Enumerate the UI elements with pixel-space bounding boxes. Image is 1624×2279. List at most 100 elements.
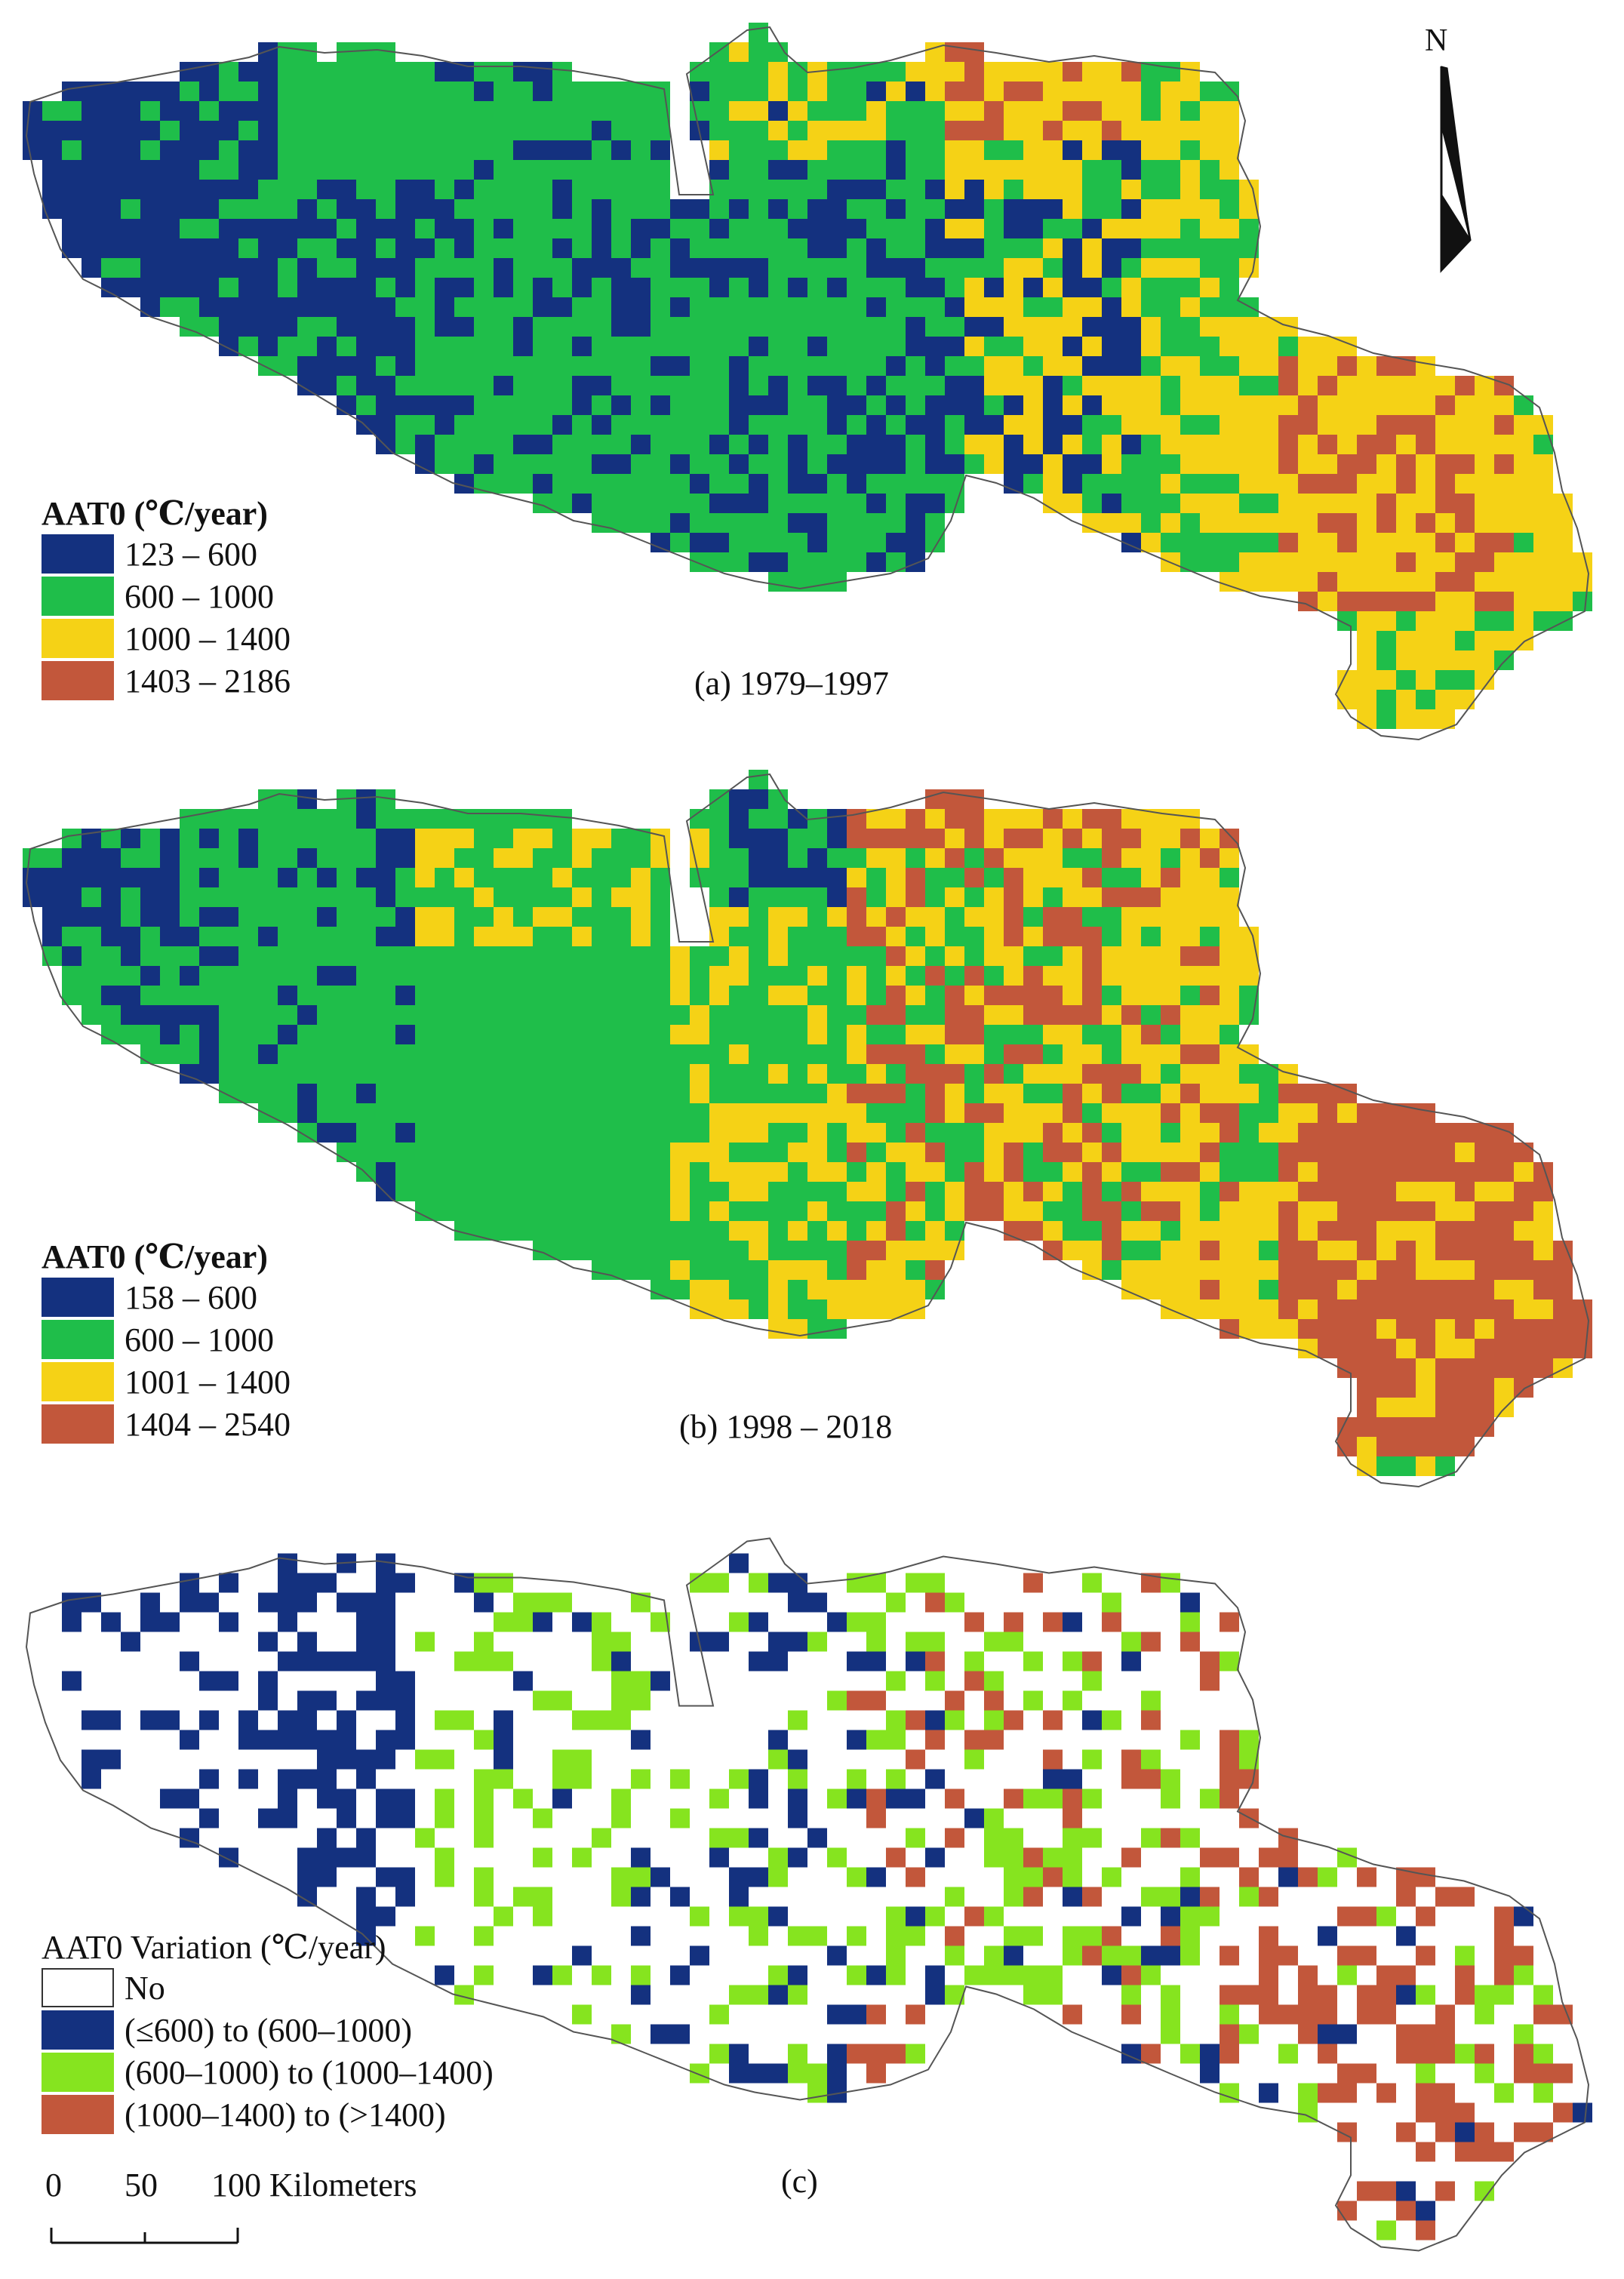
grid-cell [1337, 474, 1357, 494]
grid-cell [690, 376, 709, 395]
grid-cell [925, 986, 945, 1005]
grid-cell [1298, 376, 1318, 395]
grid-cell [1004, 966, 1023, 986]
grid-cell [984, 1123, 1004, 1143]
grid-cell [1004, 160, 1023, 180]
grid-cell [317, 1084, 337, 1103]
grid-cell [552, 1025, 572, 1044]
grid-cell [1141, 140, 1161, 160]
grid-cell [984, 1965, 1004, 1985]
grid-cell [788, 474, 807, 494]
grid-cell [1004, 986, 1023, 1005]
grid-cell [1376, 1280, 1396, 1299]
grid-cell [631, 1143, 651, 1162]
grid-cell [1435, 415, 1455, 435]
grid-cell [219, 887, 238, 907]
grid-cell [1220, 1201, 1239, 1221]
grid-cell [1180, 1084, 1200, 1103]
grid-cell [1141, 907, 1161, 927]
grid-cell [1220, 1847, 1239, 1868]
grid-cell [866, 1651, 886, 1672]
grid-cell [1259, 1945, 1278, 1966]
grid-cell [729, 1025, 749, 1044]
grid-cell [768, 1319, 788, 1339]
grid-cell [749, 140, 768, 160]
grid-cell [1102, 986, 1121, 1005]
grid-cell [238, 1730, 258, 1750]
grid-cell [297, 278, 317, 297]
grid-cell [1475, 1260, 1494, 1280]
grid-cell [886, 1710, 906, 1730]
grid-cell [768, 2063, 788, 2084]
grid-cell [435, 278, 454, 297]
grid-cell [1102, 1103, 1121, 1123]
grid-cell [317, 1749, 337, 1770]
grid-cell [729, 121, 749, 140]
grid-cell [1004, 1103, 1023, 1123]
grid-cell [219, 1847, 238, 1868]
grid-cell [1200, 1201, 1220, 1221]
grid-cell [729, 1612, 749, 1632]
grid-cell [101, 238, 121, 258]
grid-cell [925, 435, 945, 454]
grid-cell [533, 1162, 552, 1182]
grid-cell [317, 809, 337, 829]
grid-cell [1396, 1319, 1416, 1339]
grid-cell [1102, 494, 1121, 513]
grid-cell [435, 848, 454, 868]
grid-cell [1494, 552, 1514, 572]
grid-cell [1180, 258, 1200, 278]
grid-cell [1475, 631, 1494, 650]
grid-cell [238, 848, 258, 868]
grid-cell [1220, 1005, 1239, 1025]
grid-cell [395, 1671, 415, 1691]
grid-cell [611, 219, 631, 238]
grid-cell [1121, 82, 1141, 101]
grid-cell [1023, 121, 1043, 140]
grid-cell [1200, 199, 1220, 219]
grid-cell [572, 180, 592, 199]
grid-cell [807, 317, 827, 337]
grid-cell [651, 946, 670, 966]
grid-cell [631, 474, 651, 494]
grid-cell [906, 927, 925, 946]
grid-cell [886, 1926, 906, 1946]
grid-cell [945, 258, 964, 278]
grid-cell [356, 278, 376, 297]
grid-cell [1416, 2220, 1435, 2241]
grid-cell [572, 848, 592, 868]
grid-cell [376, 317, 395, 337]
grid-cell [356, 297, 376, 317]
grid-cell [945, 848, 964, 868]
grid-cell [317, 356, 337, 376]
grid-cell [964, 62, 984, 82]
grid-cell [1200, 101, 1220, 121]
grid-cell [1043, 356, 1063, 376]
grid-cell [1200, 513, 1220, 533]
grid-cell [788, 1280, 807, 1299]
grid-cell [1023, 829, 1043, 848]
grid-cell [435, 1064, 454, 1084]
grid-cell [749, 770, 768, 789]
grid-cell [631, 1084, 651, 1103]
grid-cell [121, 101, 140, 121]
grid-cell [788, 238, 807, 258]
grid-cell [1161, 1887, 1180, 1907]
grid-cell [886, 258, 906, 278]
grid-cell [749, 809, 768, 829]
grid-cell [1141, 1143, 1161, 1162]
grid-cell [1376, 670, 1396, 690]
grid-cell [925, 1044, 945, 1064]
grid-cell [1318, 2024, 1337, 2044]
grid-cell [1161, 395, 1180, 415]
grid-cell [788, 1965, 807, 1985]
grid-cell [572, 297, 592, 317]
grid-cell [1318, 1182, 1337, 1201]
grid-cell [1043, 278, 1063, 297]
grid-cell [278, 1553, 297, 1573]
grid-cell [807, 1632, 827, 1652]
grid-cell [180, 868, 199, 887]
grid-cell [513, 219, 533, 238]
grid-cell [474, 1926, 494, 1946]
grid-cell [356, 1632, 376, 1652]
